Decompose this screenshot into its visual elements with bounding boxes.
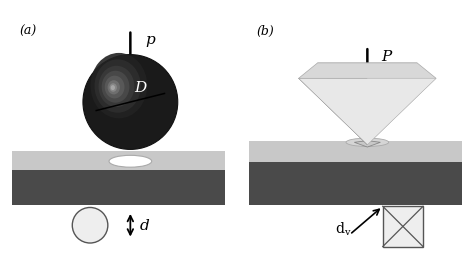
Ellipse shape [109,155,152,167]
Polygon shape [318,63,417,145]
Polygon shape [249,141,462,162]
Polygon shape [249,162,462,205]
Text: D: D [134,81,146,95]
Ellipse shape [91,53,147,118]
Text: $\mathregular{d_v}$: $\mathregular{d_v}$ [336,220,352,237]
Text: p: p [146,33,155,47]
Polygon shape [299,78,367,145]
Polygon shape [354,141,380,147]
Text: P: P [382,50,392,64]
Ellipse shape [101,71,129,103]
Ellipse shape [111,85,115,90]
Ellipse shape [346,138,389,146]
Ellipse shape [99,66,134,107]
Text: d: d [140,219,150,233]
Polygon shape [299,78,436,145]
Polygon shape [383,206,423,247]
Polygon shape [12,170,225,205]
Ellipse shape [83,55,178,149]
Polygon shape [12,151,225,170]
Text: (a): (a) [19,25,36,38]
Ellipse shape [108,80,120,94]
Polygon shape [367,78,436,145]
Polygon shape [299,63,436,78]
Ellipse shape [105,76,125,98]
Ellipse shape [72,207,108,243]
Ellipse shape [109,83,117,92]
Ellipse shape [94,59,141,113]
Text: (b): (b) [256,25,273,38]
